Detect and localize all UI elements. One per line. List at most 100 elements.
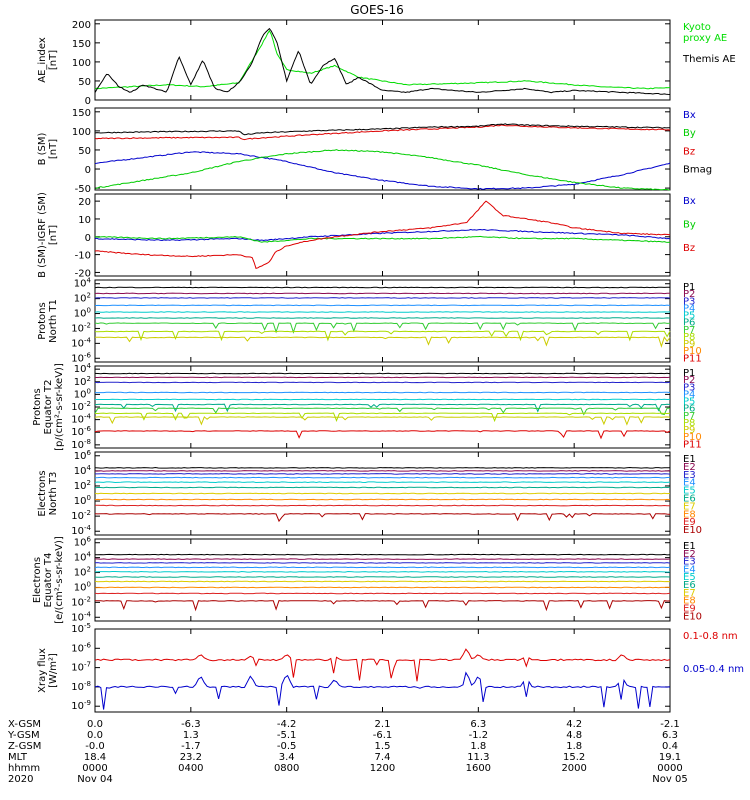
x-tick-label: 23.2 — [180, 752, 202, 763]
y-tick-label: 10-5 — [71, 622, 91, 635]
series-line — [94, 322, 671, 334]
y-axis-label: North T3 — [48, 472, 59, 516]
y-tick-label: 150 — [72, 39, 91, 50]
x-tick-label: -4.2 — [277, 719, 297, 730]
legend-entry: P3 — [683, 296, 695, 307]
y-axis-label: Xray flux — [37, 648, 48, 693]
y-axis-label: B (SM) — [37, 132, 48, 165]
panel-frame — [94, 193, 671, 277]
y-tick-label: 100 — [72, 127, 91, 138]
x-tick-label: 0400 — [178, 763, 203, 774]
x-row-label: Z-GSM — [8, 741, 41, 752]
y-tick-label: -50 — [75, 184, 91, 195]
x-tick-label: 1600 — [466, 763, 491, 774]
y-tick-label: 200 — [72, 20, 91, 31]
y-tick-label: 106 — [74, 536, 92, 549]
y-tick-label: 102 — [74, 375, 91, 388]
series-line — [94, 123, 670, 136]
series-line — [94, 466, 671, 469]
y-axis-label: [nT] — [48, 50, 59, 70]
x-tick-label: 19.1 — [659, 752, 681, 763]
series-line — [95, 376, 671, 379]
panel-frame — [94, 628, 671, 713]
series-line — [94, 566, 671, 569]
y-axis-label: [W/m²] — [48, 653, 59, 688]
series-line — [94, 336, 671, 348]
x-tick-label: Nov 04 — [77, 774, 112, 785]
x-tick-label: 4.8 — [566, 730, 582, 741]
series-line — [94, 498, 671, 501]
panel-frame — [94, 19, 671, 101]
x-tick-label: 7.4 — [375, 752, 391, 763]
legend-entry: By — [683, 219, 696, 230]
x-tick-label: -6.1 — [373, 730, 393, 741]
x-tick-label: 2.1 — [375, 719, 391, 730]
legend-entry: E1 — [683, 541, 696, 552]
series-line — [94, 562, 671, 564]
legend-entry: P8 — [683, 332, 695, 343]
x-tick-label: 0.0 — [87, 730, 103, 741]
y-tick-label: 10-9 — [71, 699, 91, 712]
y-tick-label: 50 — [78, 146, 91, 157]
x-tick-label: 1.8 — [566, 741, 582, 752]
legend-entry: Kyoto — [683, 22, 711, 33]
y-tick-label: 100 — [74, 387, 91, 400]
y-tick-label: 100 — [74, 307, 91, 320]
y-tick-label: 0 — [85, 165, 91, 176]
series-line — [94, 476, 671, 479]
x-tick-label: 1.3 — [183, 730, 199, 741]
x-tick-label: 2000 — [561, 763, 586, 774]
y-tick-label: 100 — [72, 58, 91, 69]
y-axis-label: [nT] — [48, 225, 59, 245]
series-line — [94, 29, 671, 90]
y-axis-label: B (SM)-IGRF (SM) — [37, 192, 48, 278]
x-tick-label: 1.5 — [375, 741, 391, 752]
legend-entry: P1 — [683, 282, 695, 293]
series-line — [94, 671, 671, 710]
y-tick-label: 104 — [74, 362, 92, 375]
legend-entry: By — [683, 128, 696, 139]
y-tick-label: 150 — [72, 108, 91, 119]
legend-entry: P10 — [683, 346, 702, 357]
series-line — [94, 486, 671, 489]
y-tick-label: 10-6 — [71, 425, 91, 438]
y-tick-label: 50 — [78, 77, 91, 88]
series-line — [94, 586, 671, 589]
legend-entry: E7 — [683, 588, 696, 599]
legend-entry: P3 — [683, 382, 695, 393]
x-row-label: Y-GSM — [7, 730, 40, 741]
x-tick-label: 11.3 — [467, 752, 489, 763]
x-tick-label: -1.2 — [469, 730, 489, 741]
legend-entry: P6 — [683, 318, 695, 329]
panel-frame — [94, 107, 671, 191]
legend-entry: E6 — [683, 580, 696, 591]
y-tick-label: 104 — [74, 277, 92, 290]
legend-entry: E10 — [683, 525, 702, 536]
series-line — [95, 412, 671, 423]
legend-entry: P7 — [683, 325, 695, 336]
y-axis-label: Electrons — [37, 470, 48, 516]
y-tick-label: 104 — [74, 464, 92, 477]
legend-entry: E9 — [683, 603, 696, 614]
x-row-label: X-GSM — [8, 719, 41, 730]
series-line — [94, 292, 671, 295]
series-line — [94, 492, 671, 495]
x-row-label: 2020 — [8, 774, 33, 785]
x-tick-label: Nov 05 — [652, 774, 687, 785]
legend-entry: Bx — [683, 110, 696, 121]
x-tick-label: -0.5 — [277, 741, 297, 752]
y-tick-label: 10-2 — [71, 400, 91, 413]
y-axis-label: AE_index — [37, 37, 48, 83]
panel-frame — [94, 279, 671, 363]
series-line — [94, 286, 670, 289]
legend-entry: 0.05-0.4 nm — [683, 664, 744, 675]
plot-title: GOES-16 — [350, 3, 404, 17]
legend-entry: P1 — [683, 368, 695, 379]
series-line — [94, 513, 671, 523]
series-line — [94, 403, 671, 413]
y-tick-label: 10-2 — [71, 509, 91, 522]
y-axis-label: Protons — [32, 388, 43, 425]
legend-entry: P7 — [683, 411, 695, 422]
y-tick-label: 102 — [74, 566, 91, 579]
series-line — [94, 297, 671, 299]
